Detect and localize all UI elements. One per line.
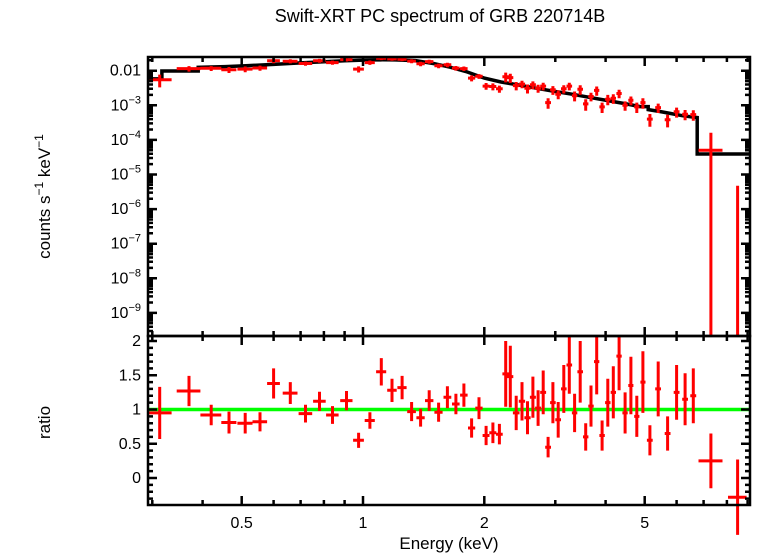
ytick-label-ratio: 0 (132, 470, 141, 487)
model-line (148, 58, 750, 156)
ytick-label-spectrum: 10−4 (111, 129, 141, 149)
ratio-data-points (148, 336, 747, 535)
ytick-label-spectrum: 10−3 (111, 94, 141, 114)
xtick-label: 2 (480, 515, 489, 532)
axes (146, 55, 752, 507)
spectrum-data-points (148, 57, 740, 336)
ytick-label-ratio: 1.5 (119, 367, 141, 384)
ytick-label-ratio: 1 (132, 402, 141, 419)
data-layers (148, 57, 750, 535)
ratio-panel-frame (146, 334, 752, 507)
ytick-label-spectrum: 10−6 (111, 198, 141, 218)
ytick-label-ratio: 2 (132, 333, 141, 350)
axis-labels: 0.01 10−3 10−4 10−5 10−6 10−7 10−8 10−9 2 1.5 1 0.5… (32, 63, 649, 553)
chart-title: Swift-XRT PC spectrum of GRB 220714B (274, 6, 606, 26)
ytick-label-spectrum: 10−9 (111, 302, 141, 322)
y-axis-title-ratio: ratio (35, 406, 54, 439)
x-axis-title: Energy (keV) (399, 534, 498, 553)
xtick-label: 0.5 (231, 515, 253, 532)
ytick-label-spectrum: 10−7 (111, 233, 141, 253)
spectrum-panel-frame (146, 55, 752, 338)
ytick-label-spectrum: 0.01 (110, 63, 141, 80)
xtick-label: 1 (359, 515, 368, 532)
axis-ticks (148, 57, 750, 505)
xtick-label: 5 (640, 515, 649, 532)
ytick-label-spectrum: 10−5 (111, 164, 141, 184)
ytick-label-ratio: 0.5 (119, 436, 141, 453)
y-axis-title-spectrum: counts s−1 keV−1 (32, 134, 54, 259)
ytick-label-spectrum: 10−8 (111, 267, 141, 287)
